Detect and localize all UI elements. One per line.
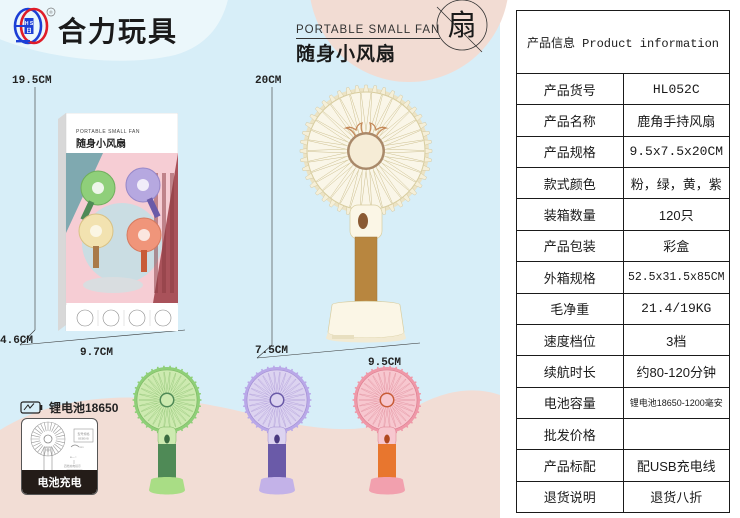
svg-text:型号规格: 型号规格 — [77, 431, 89, 436]
svg-text:min: min — [79, 445, 84, 449]
svg-text:4.6CM: 4.6CM — [0, 335, 33, 347]
svg-text:随身小风扇: 随身小风扇 — [76, 137, 126, 150]
svg-text:●—○: ●—○ — [70, 455, 77, 459]
svg-text:BEBEAB: BEBEAB — [78, 437, 89, 441]
svg-text:9.7CM: 9.7CM — [80, 347, 113, 355]
svg-text:四档充电提示: 四档充电提示 — [64, 464, 81, 468]
svg-text:20CM: 20CM — [255, 75, 282, 87]
svg-text:19.5CM: 19.5CM — [12, 75, 52, 87]
svg-text:PORTABLE SMALL FAN: PORTABLE SMALL FAN — [76, 129, 140, 135]
